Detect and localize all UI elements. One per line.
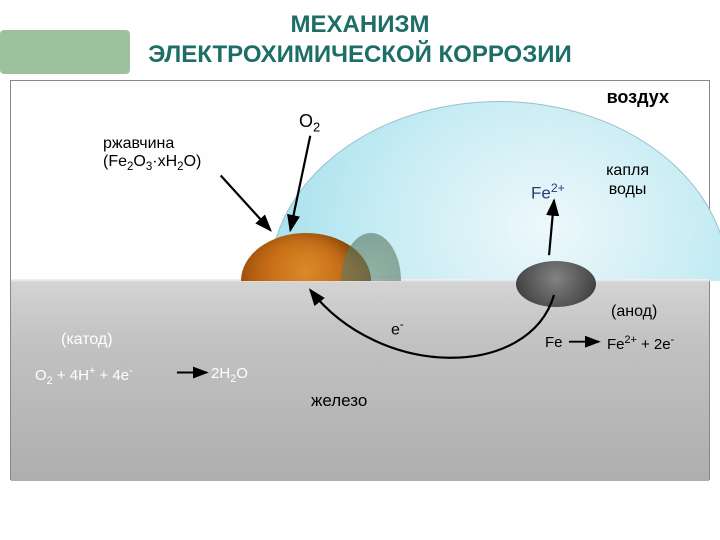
o2-symbol: O (299, 111, 313, 131)
droplet-label: капля воды (606, 161, 649, 199)
anode-label: (анод) (611, 303, 657, 321)
anode-pit (516, 261, 596, 307)
corrosion-diagram: воздух O2 ржавчина (Fe2O3·xH2O) капля во… (10, 80, 710, 480)
fe2plus-label: Fe2+ (531, 181, 565, 204)
o2-label: O2 (299, 111, 320, 135)
rust-text: ржавчина (103, 135, 201, 153)
title-line2: ЭЛЕКТРОХИМИЧЕСКОЙ КОРРОЗИИ (148, 41, 572, 68)
cathode-equation-rhs: 2H2O (211, 365, 248, 385)
rust-label: ржавчина (Fe2O3·xH2O) (103, 135, 201, 173)
anode-equation-rhs: Fe2+ + 2e- (607, 334, 674, 353)
droplet-label-l1: капля (606, 161, 649, 180)
air-label: воздух (607, 87, 669, 108)
air-label-text: воздух (607, 87, 669, 107)
anode-equation-lhs: Fe (545, 334, 563, 351)
o2-sub: 2 (313, 120, 320, 135)
droplet-label-l2: воды (606, 180, 649, 199)
cathode-label: (катод) (61, 331, 113, 349)
page-title: МЕХАНИЗМ ЭЛЕКТРОХИМИЧЕСКОЙ КОРРОЗИИ (0, 10, 720, 70)
page-title-block: МЕХАНИЗМ ЭЛЕКТРОХИМИЧЕСКОЙ КОРРОЗИИ (0, 10, 720, 70)
cathode-equation: O2 + 4H+ + 4e- (35, 365, 133, 387)
title-line1: МЕХАНИЗМ (291, 11, 430, 38)
iron-label: железо (311, 391, 367, 411)
electron-label: e- (391, 319, 404, 339)
rust-formula: (Fe2O3·xH2O) (103, 153, 201, 173)
